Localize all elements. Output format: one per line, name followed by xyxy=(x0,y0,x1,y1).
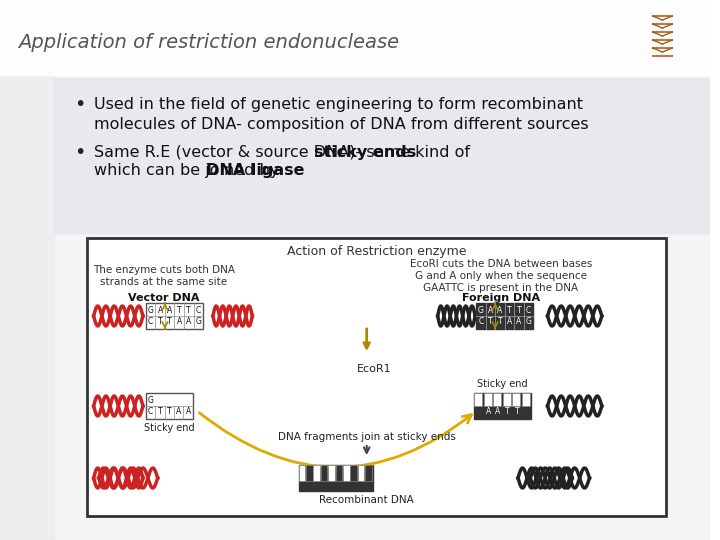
Bar xyxy=(351,465,357,481)
Bar xyxy=(522,393,530,406)
Text: T: T xyxy=(517,306,521,315)
Text: C: C xyxy=(148,407,153,416)
Text: molecules of DNA- composition of DNA from different sources: molecules of DNA- composition of DNA fro… xyxy=(94,117,588,132)
Text: C: C xyxy=(478,317,484,326)
Bar xyxy=(484,393,492,406)
Text: A: A xyxy=(486,407,491,416)
Text: C: C xyxy=(526,306,531,315)
Bar xyxy=(365,465,372,481)
Text: A: A xyxy=(176,317,182,326)
Bar xyxy=(474,393,482,406)
Text: G: G xyxy=(526,317,531,326)
Text: •: • xyxy=(74,96,85,114)
Text: T: T xyxy=(158,407,162,416)
Bar xyxy=(146,393,193,419)
Text: Sticky end: Sticky end xyxy=(144,423,194,433)
Bar xyxy=(321,465,328,481)
Text: Recombinant DNA: Recombinant DNA xyxy=(320,495,414,505)
Bar xyxy=(512,393,521,406)
FancyArrowPatch shape xyxy=(199,413,472,467)
Text: T: T xyxy=(186,306,191,315)
Text: A: A xyxy=(507,317,512,326)
Text: Application of restriction endonuclease: Application of restriction endonuclease xyxy=(18,32,399,51)
Text: DNA fragments join at sticky ends: DNA fragments join at sticky ends xyxy=(278,432,456,442)
Bar xyxy=(54,78,710,233)
Bar xyxy=(328,465,335,481)
Bar xyxy=(313,465,320,481)
Text: A: A xyxy=(498,306,503,315)
Text: G: G xyxy=(195,317,202,326)
Text: A: A xyxy=(516,317,521,326)
Text: A: A xyxy=(186,407,191,416)
Bar xyxy=(336,465,342,481)
Text: Foreign DNA: Foreign DNA xyxy=(462,293,540,303)
Text: The enzyme cuts both DNA
strands at the same site: The enzyme cuts both DNA strands at the … xyxy=(93,265,235,287)
Text: T: T xyxy=(505,407,510,416)
Text: A: A xyxy=(495,407,500,416)
Bar xyxy=(54,78,710,233)
Bar xyxy=(503,393,510,406)
Bar xyxy=(146,303,203,329)
Text: EcoRI cuts the DNA between bases
G and A only when the sequence
GAATTC is presen: EcoRI cuts the DNA between bases G and A… xyxy=(410,259,592,293)
Text: Action of Restriction enzyme: Action of Restriction enzyme xyxy=(287,246,467,259)
Bar xyxy=(476,303,534,329)
Text: Vector DNA: Vector DNA xyxy=(128,293,199,303)
Text: Same R.E (vector & source DNA)- same kind of: Same R.E (vector & source DNA)- same kin… xyxy=(94,145,474,159)
Text: A: A xyxy=(176,407,181,416)
Text: C: C xyxy=(148,317,153,326)
Text: T: T xyxy=(498,317,503,326)
Bar xyxy=(343,465,349,481)
Bar xyxy=(299,465,373,491)
Text: G: G xyxy=(478,306,484,315)
Text: A: A xyxy=(158,306,163,315)
Bar xyxy=(358,465,364,481)
Text: A: A xyxy=(487,306,493,315)
Bar xyxy=(474,393,531,419)
Text: T: T xyxy=(515,407,519,416)
Text: A: A xyxy=(186,317,192,326)
Text: T: T xyxy=(158,317,163,326)
Text: Sticky end: Sticky end xyxy=(477,379,528,389)
Bar xyxy=(299,465,305,481)
Bar xyxy=(306,465,312,481)
Text: Used in the field of genetic engineering to form recombinant: Used in the field of genetic engineering… xyxy=(94,98,582,112)
Text: sticky ends: sticky ends xyxy=(314,145,416,159)
Bar xyxy=(0,0,54,540)
Text: which can be joined by: which can be joined by xyxy=(94,164,284,179)
Text: EcoR1: EcoR1 xyxy=(357,364,392,374)
Text: G: G xyxy=(148,306,153,315)
Bar xyxy=(0,0,710,75)
Text: A: A xyxy=(167,306,172,315)
Bar xyxy=(86,238,667,516)
Bar xyxy=(493,393,501,406)
Text: T: T xyxy=(168,317,172,326)
Text: •: • xyxy=(74,143,85,161)
Text: T: T xyxy=(488,317,492,326)
Text: DNA ligase: DNA ligase xyxy=(206,164,305,179)
Text: T: T xyxy=(167,407,171,416)
Text: G: G xyxy=(148,396,153,405)
Text: T: T xyxy=(507,306,512,315)
Text: T: T xyxy=(177,306,181,315)
Text: C: C xyxy=(196,306,201,315)
